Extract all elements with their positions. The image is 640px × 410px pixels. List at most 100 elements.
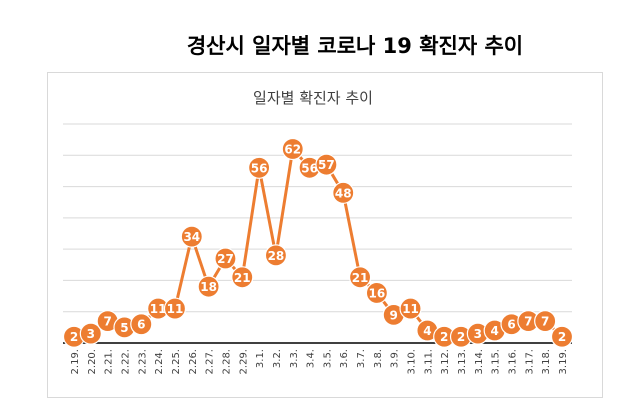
data-point: 6 <box>130 313 153 336</box>
data-point: 34 <box>180 225 203 248</box>
data-label: 27 <box>217 252 234 266</box>
data-label: 5 <box>120 321 128 335</box>
page-title: 경산시 일자별 코로나 19 확진자 추이 <box>186 34 524 58</box>
data-point: 4 <box>483 319 506 342</box>
data-label: 62 <box>284 143 301 157</box>
x-tick-label: 2.26. <box>188 349 199 374</box>
x-tick-label: 3.1. <box>255 349 266 368</box>
x-tick-label: 3.2. <box>272 349 283 368</box>
x-tick-label: 3.5. <box>322 349 333 368</box>
x-tick-label: 3.19. <box>558 349 569 374</box>
data-label: 4 <box>423 324 431 338</box>
point-marker <box>534 310 557 333</box>
x-tick-label: 2.23. <box>137 349 148 374</box>
point-marker <box>214 247 237 270</box>
data-point: 9 <box>382 303 405 326</box>
x-tick-label: 3.15. <box>491 349 502 374</box>
data-point: 56 <box>248 156 271 179</box>
point-marker <box>163 297 187 320</box>
data-point: 2 <box>550 325 574 348</box>
point-marker <box>248 156 271 179</box>
data-label: 11 <box>150 302 167 316</box>
data-label: 2 <box>440 330 448 344</box>
point-marker <box>231 266 254 289</box>
data-point: 7 <box>534 310 557 333</box>
data-point: 11 <box>399 297 422 320</box>
point-marker <box>281 137 304 161</box>
data-label: 2 <box>558 330 566 344</box>
data-point: 16 <box>365 281 388 305</box>
x-tick-label: 2.27. <box>205 349 216 374</box>
data-label: 6 <box>137 318 145 332</box>
data-label: 21 <box>352 271 369 285</box>
x-tick-label: 2.24. <box>154 349 165 374</box>
x-tick-label: 2.29. <box>238 349 249 374</box>
data-point: 21 <box>348 266 372 289</box>
point-marker <box>348 266 372 289</box>
gridlines <box>63 123 572 313</box>
point-marker <box>365 281 388 305</box>
x-tick-label: 2.25. <box>171 349 182 374</box>
x-tick-label: 3.3. <box>289 349 300 368</box>
data-point: 27 <box>214 247 237 270</box>
point-marker <box>550 325 574 348</box>
x-tick-label: 3.8. <box>373 349 384 368</box>
data-point: 2 <box>62 325 86 348</box>
data-label: 48 <box>335 186 352 200</box>
data-point: 21 <box>231 266 254 289</box>
data-label: 3 <box>474 327 482 341</box>
data-label: 7 <box>541 315 549 329</box>
data-label: 11 <box>167 302 184 316</box>
x-tick-label: 3.18. <box>541 349 552 374</box>
point-marker <box>332 181 355 204</box>
x-tick-label: 3.14. <box>474 349 485 374</box>
chart-title: 일자별 확진자 추이 <box>253 89 373 107</box>
x-tick-label: 2.28. <box>221 349 232 374</box>
data-label: 11 <box>402 302 419 316</box>
data-point: 48 <box>332 181 355 204</box>
x-tick-label: 3.12. <box>440 349 451 374</box>
data-label: 3 <box>87 327 95 341</box>
data-label: 4 <box>491 324 499 338</box>
data-label: 57 <box>318 158 335 172</box>
data-label: 6 <box>507 318 515 332</box>
data-point: 57 <box>315 153 338 176</box>
data-point: 62 <box>281 137 304 161</box>
data-label: 2 <box>70 330 78 344</box>
point-marker <box>79 322 102 345</box>
point-marker <box>399 297 422 320</box>
data-label: 7 <box>524 315 532 329</box>
x-tick-label: 3.11. <box>423 349 434 374</box>
data-label: 56 <box>301 161 318 175</box>
x-tick-labels: 2.19. 2.20. 2.21. 2.22. 2.23. 2.24. 2.25. 2.26.… <box>70 349 569 374</box>
x-tick-label: 2.20. <box>87 349 98 374</box>
x-tick-label: 3.7. <box>356 349 367 368</box>
data-label: 28 <box>268 249 285 263</box>
point-marker <box>315 153 338 176</box>
point-marker <box>130 313 153 336</box>
point-marker <box>197 275 220 298</box>
point-marker <box>180 225 203 248</box>
data-label: 7 <box>103 315 111 329</box>
x-tick-label: 3.4. <box>306 349 317 368</box>
x-tick-label: 2.19. <box>70 349 81 374</box>
x-tick-label: 3.9. <box>390 349 401 368</box>
data-label: 2 <box>457 330 465 344</box>
x-tick-label: 3.10. <box>407 349 418 374</box>
data-label: 18 <box>200 280 217 294</box>
data-label: 16 <box>369 286 386 300</box>
x-tick-label: 2.22. <box>120 349 131 374</box>
x-tick-label: 2.21. <box>104 349 115 374</box>
x-tick-label: 3.17. <box>524 349 535 374</box>
point-marker <box>264 244 288 267</box>
x-tick-label: 3.16. <box>508 349 519 374</box>
x-tick-label: 3.13. <box>457 349 468 374</box>
data-label: 56 <box>251 161 268 175</box>
data-point: 11 <box>163 297 187 320</box>
data-point: 18 <box>197 275 220 298</box>
data-label: 34 <box>183 230 200 244</box>
data-point: 28 <box>264 244 288 267</box>
data-point: 3 <box>79 322 102 345</box>
